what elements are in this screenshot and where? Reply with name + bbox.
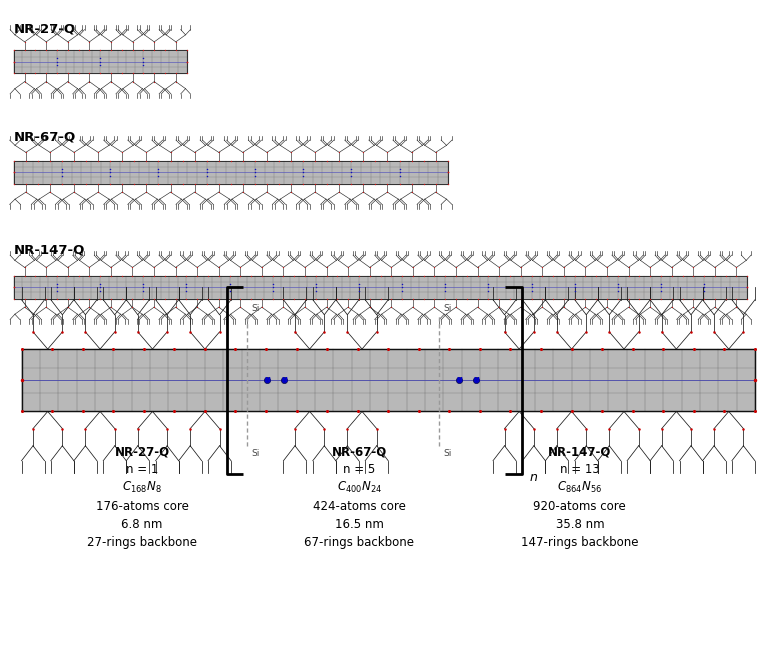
Text: $C_{400}N_{24}$: $C_{400}N_{24}$ [337, 480, 382, 495]
Text: NR-147-Q: NR-147-Q [548, 445, 611, 458]
Text: n = 13: n = 13 [560, 463, 600, 476]
Text: N: N [456, 377, 462, 384]
Text: NR-67-Q: NR-67-Q [14, 130, 76, 143]
Text: NR-67-Q: NR-67-Q [332, 445, 387, 458]
Text: 16.5 nm: 16.5 nm [335, 518, 384, 531]
Text: 147-rings backbone: 147-rings backbone [521, 536, 638, 549]
Text: $C_{168}N_8$: $C_{168}N_8$ [122, 480, 162, 495]
Text: n = 5: n = 5 [343, 463, 376, 476]
Text: $C_{864}N_{56}$: $C_{864}N_{56}$ [558, 480, 602, 495]
Text: NR-27-Q: NR-27-Q [114, 445, 170, 458]
Text: 27-rings backbone: 27-rings backbone [87, 536, 197, 549]
Text: N: N [264, 377, 270, 384]
Text: Si: Si [251, 449, 260, 458]
Text: 35.8 nm: 35.8 nm [555, 518, 604, 531]
Text: 176-atoms core: 176-atoms core [96, 500, 188, 513]
Text: 424-atoms core: 424-atoms core [313, 500, 406, 513]
Text: n: n [530, 471, 538, 484]
Text: Si: Si [443, 449, 452, 458]
Text: 920-atoms core: 920-atoms core [534, 500, 626, 513]
Text: n = 1: n = 1 [126, 463, 158, 476]
Text: N: N [473, 377, 479, 384]
Text: NR-27-Q: NR-27-Q [14, 23, 76, 36]
Text: N: N [281, 377, 287, 384]
Text: 6.8 nm: 6.8 nm [121, 518, 163, 531]
Text: NR-147-Q: NR-147-Q [14, 244, 85, 257]
Text: Si: Si [443, 304, 452, 313]
Text: 67-rings backbone: 67-rings backbone [304, 536, 415, 549]
Text: Si: Si [251, 304, 260, 313]
